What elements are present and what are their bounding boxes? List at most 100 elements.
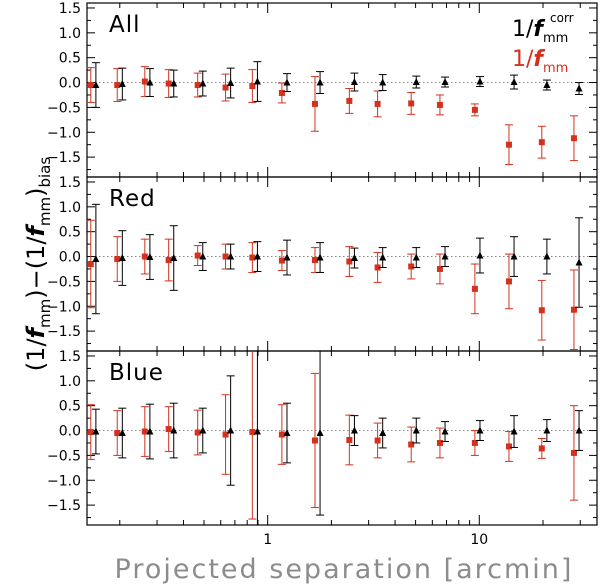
data-point-square: [374, 437, 381, 444]
data-point-square: [114, 430, 121, 437]
data-point-triangle: [316, 253, 324, 261]
data-point-triangle: [543, 81, 551, 89]
legend-sub: mm: [543, 61, 568, 76]
panel-red: 1.5 1.0 0.5 0.0 −0.5 −1.0 −1.5 Red: [47, 175, 598, 352]
y-tick-label: 0.0: [59, 250, 81, 266]
data-point-triangle: [170, 426, 178, 434]
y-tick-label: 1.0: [59, 200, 81, 216]
data-point-triangle: [575, 426, 583, 434]
data-point-square: [87, 82, 94, 89]
data-point-triangle: [253, 77, 261, 85]
x-tick-label: 10: [470, 532, 488, 548]
data-point-square: [505, 443, 512, 450]
data-point-triangle: [227, 79, 235, 87]
panels: 1.5 1.0 0.5 0.0 −0.5 −1.0 −1.5 All 1.5 1.0 0.5 0.0 −…: [47, 1, 598, 548]
data-point-triangle: [316, 78, 324, 86]
legend-prefix: 1/: [512, 17, 534, 42]
ylabel-sub: mm: [36, 197, 54, 226]
series-fmm: [86, 351, 578, 520]
data-point-square: [408, 441, 415, 448]
data-point-square: [436, 439, 443, 446]
ylabel-part: (1/: [22, 338, 50, 372]
data-point-triangle: [350, 78, 358, 86]
data-point-square: [471, 285, 478, 292]
data-point-square: [346, 258, 353, 265]
data-point-square: [222, 253, 229, 260]
data-point-triangle: [350, 254, 358, 262]
data-point-square: [538, 307, 545, 314]
data-point-triangle: [575, 84, 583, 92]
series-fmm: [86, 66, 578, 166]
data-point-triangle: [510, 78, 518, 86]
data-point-square: [114, 82, 121, 89]
data-point-triangle: [283, 429, 291, 437]
y-tick-label: 1.5: [59, 175, 81, 191]
data-point-square: [471, 106, 478, 113]
legend-entry-corr: 1/fmm: [512, 17, 568, 46]
data-point-square: [570, 449, 577, 456]
data-point-square: [222, 84, 229, 91]
series-fmm-corr: [91, 350, 584, 525]
data-point-triangle: [146, 78, 154, 86]
data-point-square: [346, 97, 353, 104]
data-point-triangle: [441, 78, 449, 86]
data-point-triangle: [92, 81, 100, 89]
data-point-triangle: [379, 429, 387, 437]
data-point-square: [249, 254, 256, 261]
ylabel-part: )−(1/: [22, 236, 50, 299]
data-point-square: [346, 436, 353, 443]
y-tick-label: −1.0: [47, 473, 81, 489]
data-point-square: [436, 101, 443, 108]
data-point-triangle: [146, 253, 154, 261]
data-point-triangle: [412, 78, 420, 86]
data-point-square: [194, 252, 201, 259]
series-fmm-corr: [91, 203, 584, 315]
data-point-triangle: [379, 253, 387, 261]
data-point-square: [278, 89, 285, 96]
y-tick-label: −0.5: [47, 448, 81, 464]
panel-blue: 1.5 1.0 0.5 0.0 −0.5 −1.0 −1.5 1 10 Blue: [47, 349, 598, 548]
x-axis-label: Projected separation [arcmin]: [115, 554, 574, 585]
panel-all: 1.5 1.0 0.5 0.0 −0.5 −1.0 −1.5 All: [47, 1, 598, 178]
data-point-triangle: [476, 426, 484, 434]
data-point-triangle: [575, 258, 583, 266]
legend: 1/fmm corr 1/fmm: [512, 11, 574, 76]
y-tick-label: 0.5: [59, 225, 81, 241]
panel-title: Blue: [109, 360, 164, 386]
data-point-triangle: [253, 427, 261, 435]
y-tick-label: −0.5: [47, 100, 81, 116]
panel-title: All: [109, 12, 141, 38]
x-tick-label: 1: [263, 532, 272, 548]
y-tick-label: 0.0: [59, 76, 81, 92]
data-point-triangle: [283, 78, 291, 86]
data-point-square: [87, 261, 94, 267]
data-point-square: [505, 278, 512, 285]
data-point-triangle: [412, 426, 420, 434]
y-tick-label: 1.0: [59, 374, 81, 390]
data-point-triangle: [316, 429, 324, 437]
data-point-triangle: [543, 426, 551, 434]
y-tick-label: −0.5: [47, 274, 81, 290]
data-point-triangle: [146, 427, 154, 435]
data-point-triangle: [170, 79, 178, 87]
legend-f: f: [533, 17, 545, 42]
data-point-square: [249, 429, 256, 436]
data-point-square: [222, 431, 229, 438]
data-point-square: [570, 135, 577, 142]
data-point-triangle: [92, 427, 100, 435]
data-point-triangle: [412, 253, 420, 261]
data-point-square: [374, 264, 381, 271]
data-point-triangle: [118, 80, 126, 88]
data-point-triangle: [350, 426, 358, 434]
data-point-triangle: [441, 252, 449, 260]
data-point-square: [141, 78, 148, 85]
data-point-triangle: [379, 78, 387, 86]
data-point-square: [249, 83, 256, 90]
y-tick-label: −1.5: [47, 498, 81, 514]
data-point-triangle: [92, 255, 100, 263]
y-tick-label: −1.0: [47, 125, 81, 141]
data-point-square: [570, 306, 577, 313]
data-point-triangle: [227, 252, 235, 260]
ylabel-sub: bias: [36, 157, 54, 188]
